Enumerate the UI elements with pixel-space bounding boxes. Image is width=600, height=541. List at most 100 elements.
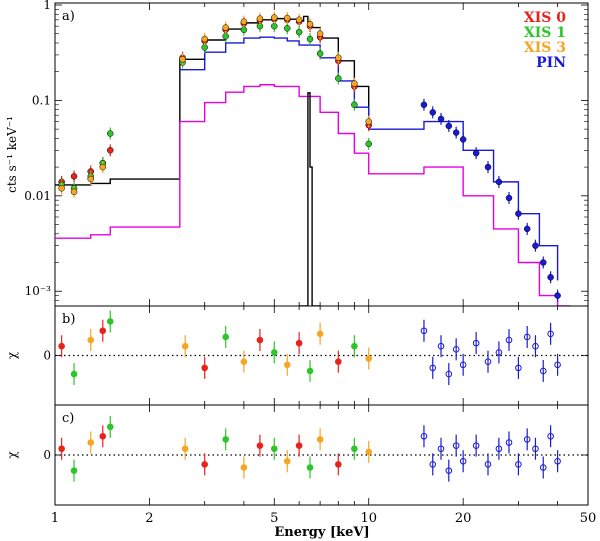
panel-a: 1 0.1 0.01 10⁻³ a) cts s⁻¹ keV⁻¹ (5, 0, 589, 307)
panel-label: a) (62, 9, 75, 24)
data-point (335, 54, 342, 62)
residual-point (106, 318, 114, 325)
residual-point (181, 342, 189, 350)
residual-point (515, 461, 522, 468)
residual-point (365, 355, 373, 362)
residual-point (554, 361, 561, 369)
residual-point (484, 358, 492, 365)
residual-point (437, 445, 445, 453)
residual-point (539, 367, 547, 375)
residual-point (256, 336, 264, 344)
legend-entry-xis-0: XIS 0 (524, 10, 566, 26)
residual-point (106, 423, 114, 431)
residual-point (459, 457, 467, 465)
legend-entry-xis-3: XIS 3 (524, 40, 566, 56)
data-point (472, 149, 480, 157)
residual-point (295, 339, 303, 347)
data-point (106, 147, 114, 154)
residual-point (270, 445, 278, 453)
data-point (271, 22, 278, 30)
data-point (515, 210, 522, 217)
data-point (222, 33, 229, 40)
data-point (201, 44, 208, 51)
residual-point (365, 448, 373, 456)
y-tick-label: 1 (43, 0, 51, 12)
residual-point (99, 432, 107, 440)
residual-point (539, 464, 547, 471)
residual-point (532, 445, 539, 453)
residual-point (515, 364, 522, 372)
series-pin (420, 98, 561, 302)
residual-point (306, 464, 314, 471)
data-point (222, 24, 229, 31)
data-point (539, 259, 547, 266)
panel-label: c) (62, 411, 74, 426)
data-point (351, 80, 358, 87)
data-point (70, 188, 78, 196)
residual-point (420, 327, 428, 335)
residual-point (70, 370, 78, 378)
panel-c: 0 c) χ (5, 404, 589, 506)
data-point (445, 122, 453, 130)
residual-point (222, 333, 229, 341)
model-secondary-component (55, 84, 571, 306)
data-point (271, 14, 278, 21)
residual-point (87, 336, 95, 344)
residual-point (87, 439, 95, 446)
data-point (532, 242, 539, 249)
y-tick-label: 0.01 (24, 189, 51, 203)
data-point (306, 35, 314, 43)
residuals-pin-residuals (420, 425, 561, 482)
data-point (554, 292, 561, 299)
x-tick-label: 5 (270, 511, 278, 526)
residual-point (351, 445, 358, 453)
y-axis-label: cts s⁻¹ keV⁻¹ (5, 116, 19, 193)
data-point (240, 18, 248, 25)
residual-point (472, 442, 480, 449)
residual-point (505, 336, 513, 344)
x-tick-label: 10 (360, 511, 377, 526)
y-tick-label: 10⁻³ (25, 284, 52, 298)
residual-point (335, 461, 342, 468)
data-point (316, 50, 324, 57)
residual-point (240, 464, 248, 471)
residual-point (547, 432, 554, 440)
data-point (484, 163, 492, 171)
residual-point (201, 364, 208, 372)
residuals-xis-residuals (58, 415, 373, 482)
panel-b-plot-area (58, 310, 561, 386)
residual-point (420, 432, 428, 440)
data-point (351, 101, 358, 109)
residual-point (58, 342, 65, 350)
residual-point (429, 461, 437, 468)
data-point (437, 115, 445, 123)
data-point (240, 26, 248, 34)
data-point (429, 109, 437, 116)
residual-point (181, 445, 189, 453)
data-point (284, 25, 291, 32)
data-point (420, 101, 428, 109)
data-point (256, 15, 264, 22)
residual-point (452, 442, 460, 449)
data-point (295, 16, 303, 24)
data-point (295, 28, 303, 36)
data-point (306, 20, 314, 28)
residual-point (58, 445, 65, 453)
y-tick-label: 0.1 (32, 93, 51, 107)
data-point (87, 175, 94, 183)
residual-point (505, 439, 513, 446)
data-point (505, 194, 513, 202)
data-point (201, 35, 208, 43)
y-axis-label: χ (5, 451, 19, 459)
data-point (335, 75, 342, 82)
panel-b: 0 b) χ (5, 305, 589, 406)
data-point (179, 56, 186, 63)
residual-point (316, 330, 324, 338)
residual-point (523, 436, 531, 443)
residual-point (452, 346, 460, 353)
residual-point (495, 349, 503, 356)
data-point (523, 225, 531, 233)
residual-point (547, 330, 554, 338)
residual-point (70, 467, 78, 474)
